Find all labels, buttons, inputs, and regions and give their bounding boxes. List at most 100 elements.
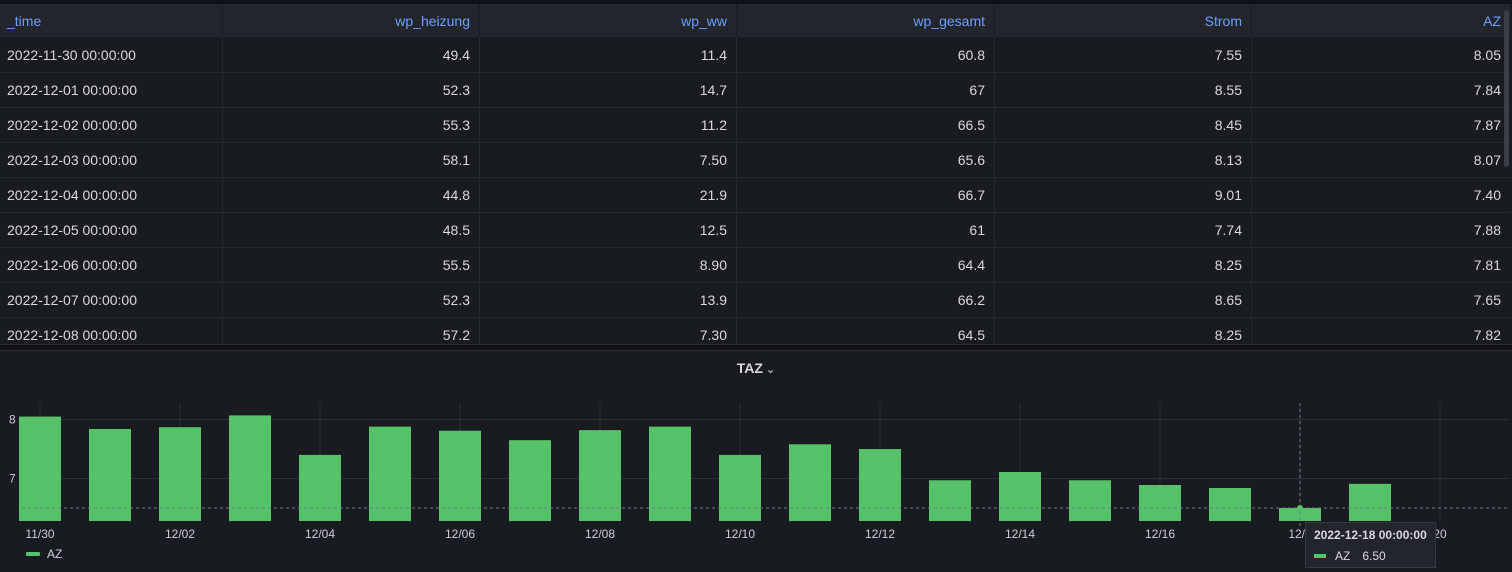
- table-row[interactable]: 2022-12-06 00:00:00 55.5 8.90 64.4 8.25 7.81: [0, 248, 1510, 283]
- table-cell: 7.65: [1473, 292, 1501, 308]
- bar: [509, 440, 551, 521]
- table-cell: 14.7: [480, 73, 737, 107]
- table-cell: 8.07: [1473, 152, 1501, 168]
- table-cell: 60.8: [737, 38, 995, 72]
- table-cell: 7.82: [1473, 327, 1501, 343]
- column-header[interactable]: Strom: [995, 4, 1252, 37]
- table-cell: 61: [737, 213, 995, 247]
- panel-title-menu[interactable]: TAZ ⌄: [0, 360, 1512, 376]
- x-tick-label: 12/04: [305, 527, 335, 541]
- table-cell: 13.9: [480, 283, 737, 317]
- table-cell: 8.25: [995, 318, 1252, 344]
- chart-panel: TAZ ⌄ 8 7 11/30 12/02 12/04 12/06 12/08 12/10 12/…: [0, 350, 1512, 572]
- column-header[interactable]: wp_gesamt: [737, 4, 995, 37]
- table-cell: 2022-11-30 00:00:00: [0, 38, 223, 72]
- table-body: 2022-11-30 00:00:00 49.4 11.4 60.8 7.55 8.05 2…: [0, 38, 1510, 344]
- table-cell: 57.2: [223, 318, 480, 344]
- table-cell: 8.55: [995, 73, 1252, 107]
- table-cell: 8.65: [995, 283, 1252, 317]
- tooltip-time: 2022-12-18 00:00:00: [1314, 528, 1427, 542]
- table-cell: 49.4: [223, 38, 480, 72]
- table-row[interactable]: 2022-11-30 00:00:00 49.4 11.4 60.8 7.55 8.05: [0, 38, 1510, 73]
- y-tick-label: 7: [9, 472, 16, 486]
- bar: [159, 427, 201, 521]
- x-tick-label: 12/16: [1145, 527, 1175, 541]
- x-tick-label: 12/12: [865, 527, 895, 541]
- column-header[interactable]: wp_heizung: [223, 4, 480, 37]
- table-cell: 67: [737, 73, 995, 107]
- bar: [439, 430, 481, 521]
- chevron-down-icon: ⌄: [765, 364, 776, 376]
- x-tick-label: 12/06: [445, 527, 475, 541]
- x-tick-label: 12/14: [1005, 527, 1035, 541]
- table-cell: 11.2: [480, 108, 737, 142]
- table-cell: 2022-12-01 00:00:00: [0, 73, 223, 107]
- table-row[interactable]: 2022-12-02 00:00:00 55.3 11.2 66.5 8.45 7.87: [0, 108, 1510, 143]
- tooltip-swatch: [1314, 554, 1326, 558]
- table-cell: 2022-12-03 00:00:00: [0, 143, 223, 177]
- bar: [1209, 487, 1251, 521]
- hover-point: [1297, 505, 1303, 512]
- table-cell: 7.50: [480, 143, 737, 177]
- table-cell: 8.13: [995, 143, 1252, 177]
- table-cell: 7.84: [1473, 82, 1501, 98]
- table-cell: 2022-12-02 00:00:00: [0, 108, 223, 142]
- table-cell: 7.55: [995, 38, 1252, 72]
- table-row[interactable]: 2022-12-03 00:00:00 58.1 7.50 65.6 8.13 8.07: [0, 143, 1510, 178]
- table-cell: 65.6: [737, 143, 995, 177]
- table-panel: _time wp_heizung wp_ww wp_gesamt Strom AZ 202…: [0, 4, 1512, 345]
- y-tick-label: 8: [9, 413, 16, 427]
- table-cell: 52.3: [223, 283, 480, 317]
- x-tick-label: 12/02: [165, 527, 195, 541]
- table-cell: 64.5: [737, 318, 995, 344]
- table-header: _time wp_heizung wp_ww wp_gesamt Strom AZ: [0, 4, 1510, 37]
- table-cell: 2022-12-04 00:00:00: [0, 178, 223, 212]
- table-cell: 55.3: [223, 108, 480, 142]
- bar: [1349, 483, 1391, 521]
- bar: [229, 415, 271, 521]
- table-cell: 64.4: [737, 248, 995, 282]
- bar: [789, 444, 831, 521]
- table-row[interactable]: 2022-12-01 00:00:00 52.3 14.7 67 8.55 7.84: [0, 73, 1510, 108]
- column-header[interactable]: wp_ww: [480, 4, 737, 37]
- bar: [579, 430, 621, 521]
- bar: [1069, 480, 1111, 521]
- bar: [649, 426, 691, 521]
- table-cell: 2022-12-07 00:00:00: [0, 283, 223, 317]
- table-row[interactable]: 2022-12-07 00:00:00 52.3 13.9 66.2 8.65 7.65: [0, 283, 1510, 318]
- table-cell: 66.5: [737, 108, 995, 142]
- bar: [89, 428, 131, 521]
- legend[interactable]: AZ: [26, 547, 62, 561]
- bar: [929, 480, 971, 521]
- legend-label: AZ: [47, 547, 63, 561]
- table-cell: 66.2: [737, 283, 995, 317]
- x-tick-label: 12/08: [585, 527, 615, 541]
- table-scrollbar[interactable]: [1504, 10, 1509, 167]
- bar: [369, 426, 411, 521]
- table-cell: 7.40: [1473, 187, 1501, 203]
- table-cell: 8.90: [480, 248, 737, 282]
- x-tick-label: 12/10: [725, 527, 755, 541]
- bar: [1139, 485, 1181, 521]
- column-header[interactable]: _time: [0, 4, 223, 37]
- bar-chart[interactable]: 8 7 11/30 12/02 12/04 12/06 12/08 12/10 12/12 12/…: [0, 351, 1512, 572]
- table-row[interactable]: 2022-12-08 00:00:00 57.2 7.30 64.5 8.25 7.82: [0, 318, 1510, 344]
- table-cell: 8.25: [995, 248, 1252, 282]
- bar: [19, 416, 61, 521]
- table-cell: 66.7: [737, 178, 995, 212]
- panel-title: TAZ: [736, 360, 763, 376]
- table-cell: 2022-12-08 00:00:00: [0, 318, 223, 344]
- table-cell: 7.81: [1473, 257, 1501, 273]
- table-cell: 48.5: [223, 213, 480, 247]
- column-header[interactable]: AZ: [1483, 12, 1501, 29]
- table-cell: 2022-12-05 00:00:00: [0, 213, 223, 247]
- bar: [299, 454, 341, 521]
- table-row[interactable]: 2022-12-04 00:00:00 44.8 21.9 66.7 9.01 7.40: [0, 178, 1510, 213]
- bar: [999, 472, 1041, 521]
- table-row[interactable]: 2022-12-05 00:00:00 48.5 12.5 61 7.74 7.88: [0, 213, 1510, 248]
- table-cell: 2022-12-06 00:00:00: [0, 248, 223, 282]
- table-cell: 9.01: [995, 178, 1252, 212]
- x-tick-label: 20: [1433, 527, 1447, 541]
- table-cell: 8.05: [1473, 47, 1501, 63]
- tooltip-series: AZ: [1335, 549, 1351, 563]
